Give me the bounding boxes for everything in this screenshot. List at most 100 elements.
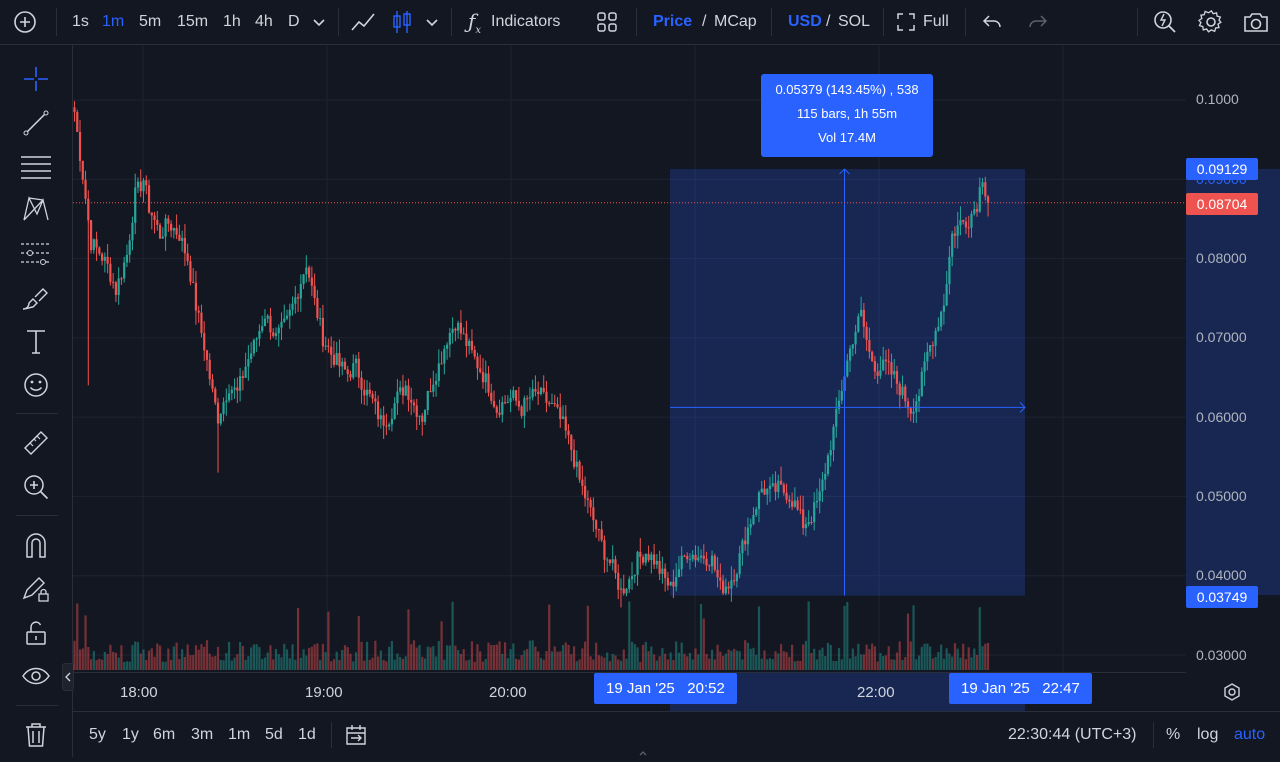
range-5y[interactable]: 5y	[89, 726, 106, 743]
volume-bar	[953, 643, 957, 670]
interval-15m[interactable]: 15m	[177, 13, 209, 30]
candle-body	[937, 326, 940, 331]
interval-dropdown-button[interactable]	[311, 0, 327, 44]
candle-body	[572, 449, 576, 467]
volume-bar	[175, 642, 178, 670]
lock-drawing-tool[interactable]	[18, 571, 54, 607]
candle-body	[145, 180, 148, 186]
auto-scale-toggle[interactable]: auto	[1234, 726, 1266, 743]
interval-d[interactable]: D	[288, 13, 300, 30]
range-3m[interactable]: 3m	[191, 726, 214, 743]
volume-bar	[528, 640, 531, 670]
sol-toggle[interactable]: SOL	[838, 13, 871, 30]
candle-body	[319, 318, 322, 320]
measure-range-box[interactable]	[670, 169, 1025, 596]
volume-bar	[211, 656, 214, 670]
prediction-tool[interactable]	[18, 235, 54, 271]
interval-1m[interactable]: 1m	[102, 13, 125, 30]
candle-body	[285, 315, 289, 319]
snapshot-button[interactable]	[1242, 0, 1270, 44]
lock-all-tool[interactable]	[18, 615, 54, 651]
pattern-tool[interactable]	[18, 191, 54, 227]
fullscreen-button[interactable]: Full	[897, 0, 949, 44]
range-1y[interactable]: 1y	[122, 726, 139, 743]
candle-body	[564, 416, 567, 431]
candle-body	[578, 461, 581, 480]
candle-body	[487, 373, 490, 393]
candle-body	[951, 233, 954, 257]
layouts-button[interactable]	[596, 0, 618, 44]
mcap-toggle[interactable]: MCap	[714, 13, 757, 30]
usd-toggle[interactable]: USD	[788, 13, 822, 30]
volume-bar	[272, 659, 275, 670]
candle-body	[211, 379, 214, 389]
percent-scale-toggle[interactable]: %	[1166, 726, 1181, 743]
fib-tool[interactable]	[18, 149, 54, 185]
volume-bar	[434, 656, 438, 670]
candle-body	[365, 389, 369, 396]
candle-body	[617, 572, 620, 590]
crosshair-tool[interactable]	[18, 61, 54, 97]
candles-chart-button[interactable]	[392, 0, 412, 44]
magnet-tool[interactable]	[18, 527, 54, 563]
volume-bar	[959, 657, 962, 670]
interval-5m[interactable]: 5m	[139, 13, 162, 30]
volume-bar	[539, 657, 543, 670]
volume-bar	[412, 640, 416, 670]
range-1m[interactable]: 1m	[228, 726, 251, 743]
interval-4h[interactable]: 4h	[255, 13, 273, 30]
indicators-button[interactable]: ƒx Indicators	[468, 0, 560, 44]
candle-body	[101, 253, 104, 261]
candle-body	[412, 402, 416, 406]
axis-settings-button[interactable]	[1222, 682, 1242, 707]
candle-body	[851, 344, 854, 349]
candle-body	[763, 488, 766, 495]
text-tool[interactable]	[18, 323, 54, 359]
clock-timezone[interactable]: 22:30:44 (UTC+3)	[1008, 726, 1137, 743]
volume-bar	[542, 659, 545, 670]
candle-body	[451, 328, 454, 333]
go-to-date-button[interactable]	[344, 723, 368, 752]
collapse-toolbar-button[interactable]	[62, 663, 74, 691]
settings-button[interactable]	[1198, 0, 1224, 44]
volume-bar	[912, 605, 915, 670]
line-chart-button[interactable]	[350, 0, 378, 44]
interval-1h[interactable]: 1h	[223, 13, 241, 30]
log-scale-toggle[interactable]: log	[1197, 726, 1219, 743]
range-6m[interactable]: 6m	[153, 726, 176, 743]
price-axis[interactable]: 0.1000 0.09000 0.08000 0.07000 0.06000 0…	[1186, 45, 1280, 671]
volume-bar	[354, 652, 358, 670]
range-5d[interactable]: 5d	[265, 726, 283, 743]
candle-body	[515, 390, 518, 401]
quick-search-button[interactable]	[1152, 0, 1178, 44]
brush-tool[interactable]	[18, 281, 54, 317]
zoom-tool[interactable]	[18, 469, 54, 505]
candle-body	[457, 322, 460, 331]
candle-body	[363, 389, 366, 396]
remove-drawings-tool[interactable]	[18, 717, 54, 753]
add-symbol-button[interactable]	[12, 0, 38, 44]
volume-bar	[920, 646, 923, 670]
candle-body	[931, 345, 934, 347]
emoji-tool[interactable]	[18, 367, 54, 403]
candle-body	[876, 371, 879, 376]
candle-body	[713, 555, 716, 570]
interval-1s[interactable]: 1s	[72, 13, 89, 30]
chart-type-dropdown-button[interactable]	[424, 0, 440, 44]
undo-button[interactable]	[982, 0, 1002, 44]
price-chart[interactable]	[73, 45, 1186, 672]
volume-bar	[106, 654, 109, 670]
hide-drawings-tool[interactable]	[18, 659, 54, 695]
measure-tool[interactable]	[18, 425, 54, 461]
volume-bar	[363, 660, 366, 670]
range-1d[interactable]: 1d	[298, 726, 316, 743]
candle-body	[625, 588, 628, 594]
volume-bar	[139, 653, 142, 670]
trend-line-tool[interactable]	[18, 105, 54, 141]
candle-body	[680, 555, 683, 570]
redo-button[interactable]	[1028, 0, 1048, 44]
volume-bar	[492, 644, 496, 670]
price-toggle[interactable]: Price	[653, 13, 693, 30]
volume-bar	[429, 647, 432, 670]
volume-bar	[379, 650, 382, 670]
